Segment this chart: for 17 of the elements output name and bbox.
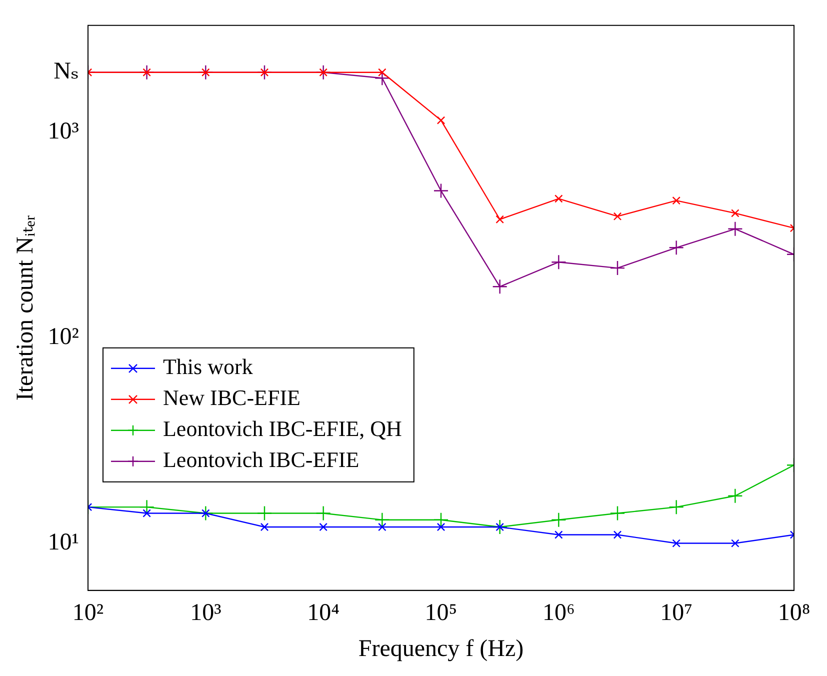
y-axis-title: Iteration count Nᵢₜₑᵣ: [12, 215, 39, 401]
x-tick-label: 10⁶: [542, 600, 575, 626]
y-tick-label: Nₛ: [54, 58, 79, 85]
y-tick-label: 10¹: [48, 530, 79, 556]
legend-label: This work: [162, 354, 253, 380]
x-tick-label: 10⁵: [424, 600, 458, 626]
legend-label: New IBC-EFIE: [162, 385, 300, 410]
x-axis-title: Frequency f (Hz): [358, 636, 524, 662]
x-tick-label: 10⁸: [778, 600, 810, 626]
x-tick-label: 10⁷: [660, 600, 693, 626]
x-tick-label: 10³: [190, 600, 222, 626]
legend-label: Leontovich IBC-EFIE, QH: [162, 416, 402, 442]
x-tick-label: 10²: [72, 600, 104, 626]
y-tick-label: 10²: [48, 324, 79, 350]
y-tick-label: 10³: [48, 118, 79, 144]
legend-label: Leontovich IBC-EFIE: [162, 447, 360, 472]
x-tick-label: 10⁴: [307, 600, 340, 626]
